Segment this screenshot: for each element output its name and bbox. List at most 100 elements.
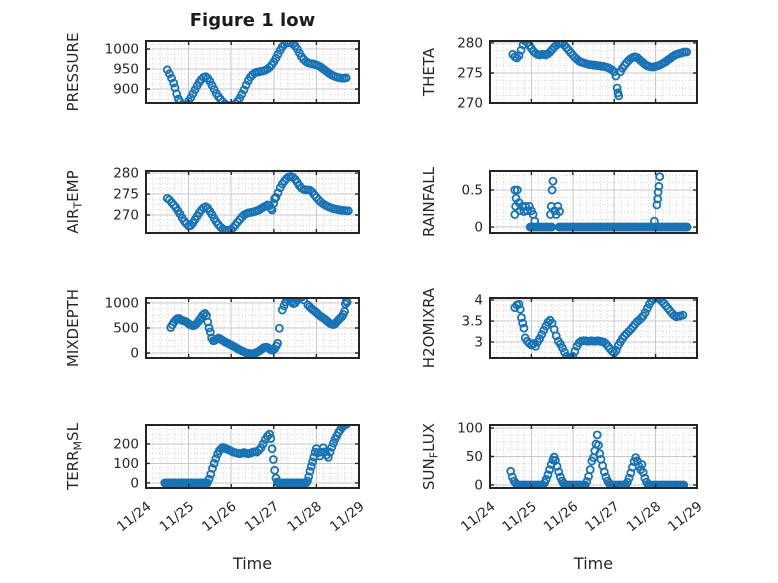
tick-marks [145,41,360,103]
data-point [270,465,280,475]
y-tick-label: 3.5 [462,314,483,330]
data-point [594,440,603,450]
axes-box [489,170,698,234]
x-tick-label: 11/24 [114,499,155,536]
y-tick-label: 0 [130,475,139,491]
data-point [607,65,617,75]
data-point [306,461,316,471]
data-point [271,192,281,202]
data-point [208,463,217,473]
y-tick-label: 280 [113,166,139,182]
data-point [679,480,689,488]
data-point [654,181,664,191]
data-point [268,455,278,464]
subplot-terr_msl: 0 100 200 TERRMSL 11/24 11/25 11/26 11/27 11/28 1… [64,422,368,536]
data-point [614,91,624,101]
data-point [273,338,283,348]
data-markers [506,430,689,488]
data-point [558,343,567,353]
data-point [342,425,351,429]
x-axis-label-left: Time [232,554,273,573]
data-point [514,299,524,309]
data-point [531,341,540,351]
data-markers [510,298,688,358]
y-tick-label: 0.5 [462,183,483,199]
data-point [274,323,284,333]
data-point [165,69,174,79]
x-tick-label: 11/29 [327,499,368,536]
data-point [678,310,688,320]
data-markers [166,298,352,358]
data-point [547,185,557,195]
data-point [636,313,646,323]
data-point [640,308,650,318]
axes-box [489,297,698,359]
major-grid [490,41,697,103]
data-point [258,439,268,449]
data-point [198,310,208,320]
y-axis-label: SUNFLUX [420,423,441,490]
minor-grid [146,41,359,103]
data-point [568,351,578,358]
data-point [182,100,191,103]
y-tick-label: 275 [113,187,139,203]
data-point [592,430,602,440]
data-point [297,298,307,302]
x-tick-label: 11/25 [157,499,198,536]
x-tick-label: 11/26 [541,499,582,536]
data-point [655,172,665,182]
data-point [585,465,595,475]
data-point [539,325,549,335]
tick-marks [489,298,698,358]
data-point [541,474,551,484]
data-point [343,206,353,216]
data-point [178,100,187,103]
data-point [545,465,555,475]
subplot-mixdepth: 0 500 1000 MIXDEPTH [64,289,360,367]
y-axis-label: TERRMSL [64,422,85,491]
axes-box [145,40,360,104]
y-tick-label: 100 [113,456,139,472]
y-tick-label: 1000 [105,296,139,312]
data-point [637,460,647,469]
y-tick-label: 500 [113,321,139,337]
data-point [653,187,663,197]
data-point [543,470,553,480]
y-axis-label: AIRTEMP [64,170,85,233]
data-point [553,201,563,211]
subplot-air_temp: 270 275 280 AIRTEMP [64,166,360,234]
data-point [172,89,182,99]
data-point [599,467,609,477]
y-axis-label: PRESSURE [64,33,82,112]
data-markers [508,41,692,101]
axes-box [145,170,360,234]
tick-marks [489,171,698,233]
data-point [524,201,534,211]
data-point [535,334,545,344]
data-point [303,476,312,486]
data-point [682,47,692,57]
x-tick-label: 11/28 [624,499,665,536]
y-tick-label: 270 [113,207,139,223]
tick-marks [489,41,698,104]
data-point [167,73,176,83]
data-point [237,89,247,99]
data-point [512,185,522,195]
data-point [624,473,634,483]
data-point [325,447,335,457]
axes-box [489,40,698,104]
data-point [519,323,529,333]
y-tick-label: 275 [457,65,483,81]
data-markers [160,425,351,488]
data-point [323,452,333,462]
subplot-theta: 270 275 280 THETA [420,35,698,112]
axes-box [145,424,360,489]
figure-title: Figure 1 low [189,10,316,31]
data-point [267,444,277,454]
y-axis-label: RAINFALL [420,166,438,237]
tick-marks [489,425,698,488]
y-tick-label: 0 [130,346,139,362]
y-tick-label: 950 [113,62,139,78]
